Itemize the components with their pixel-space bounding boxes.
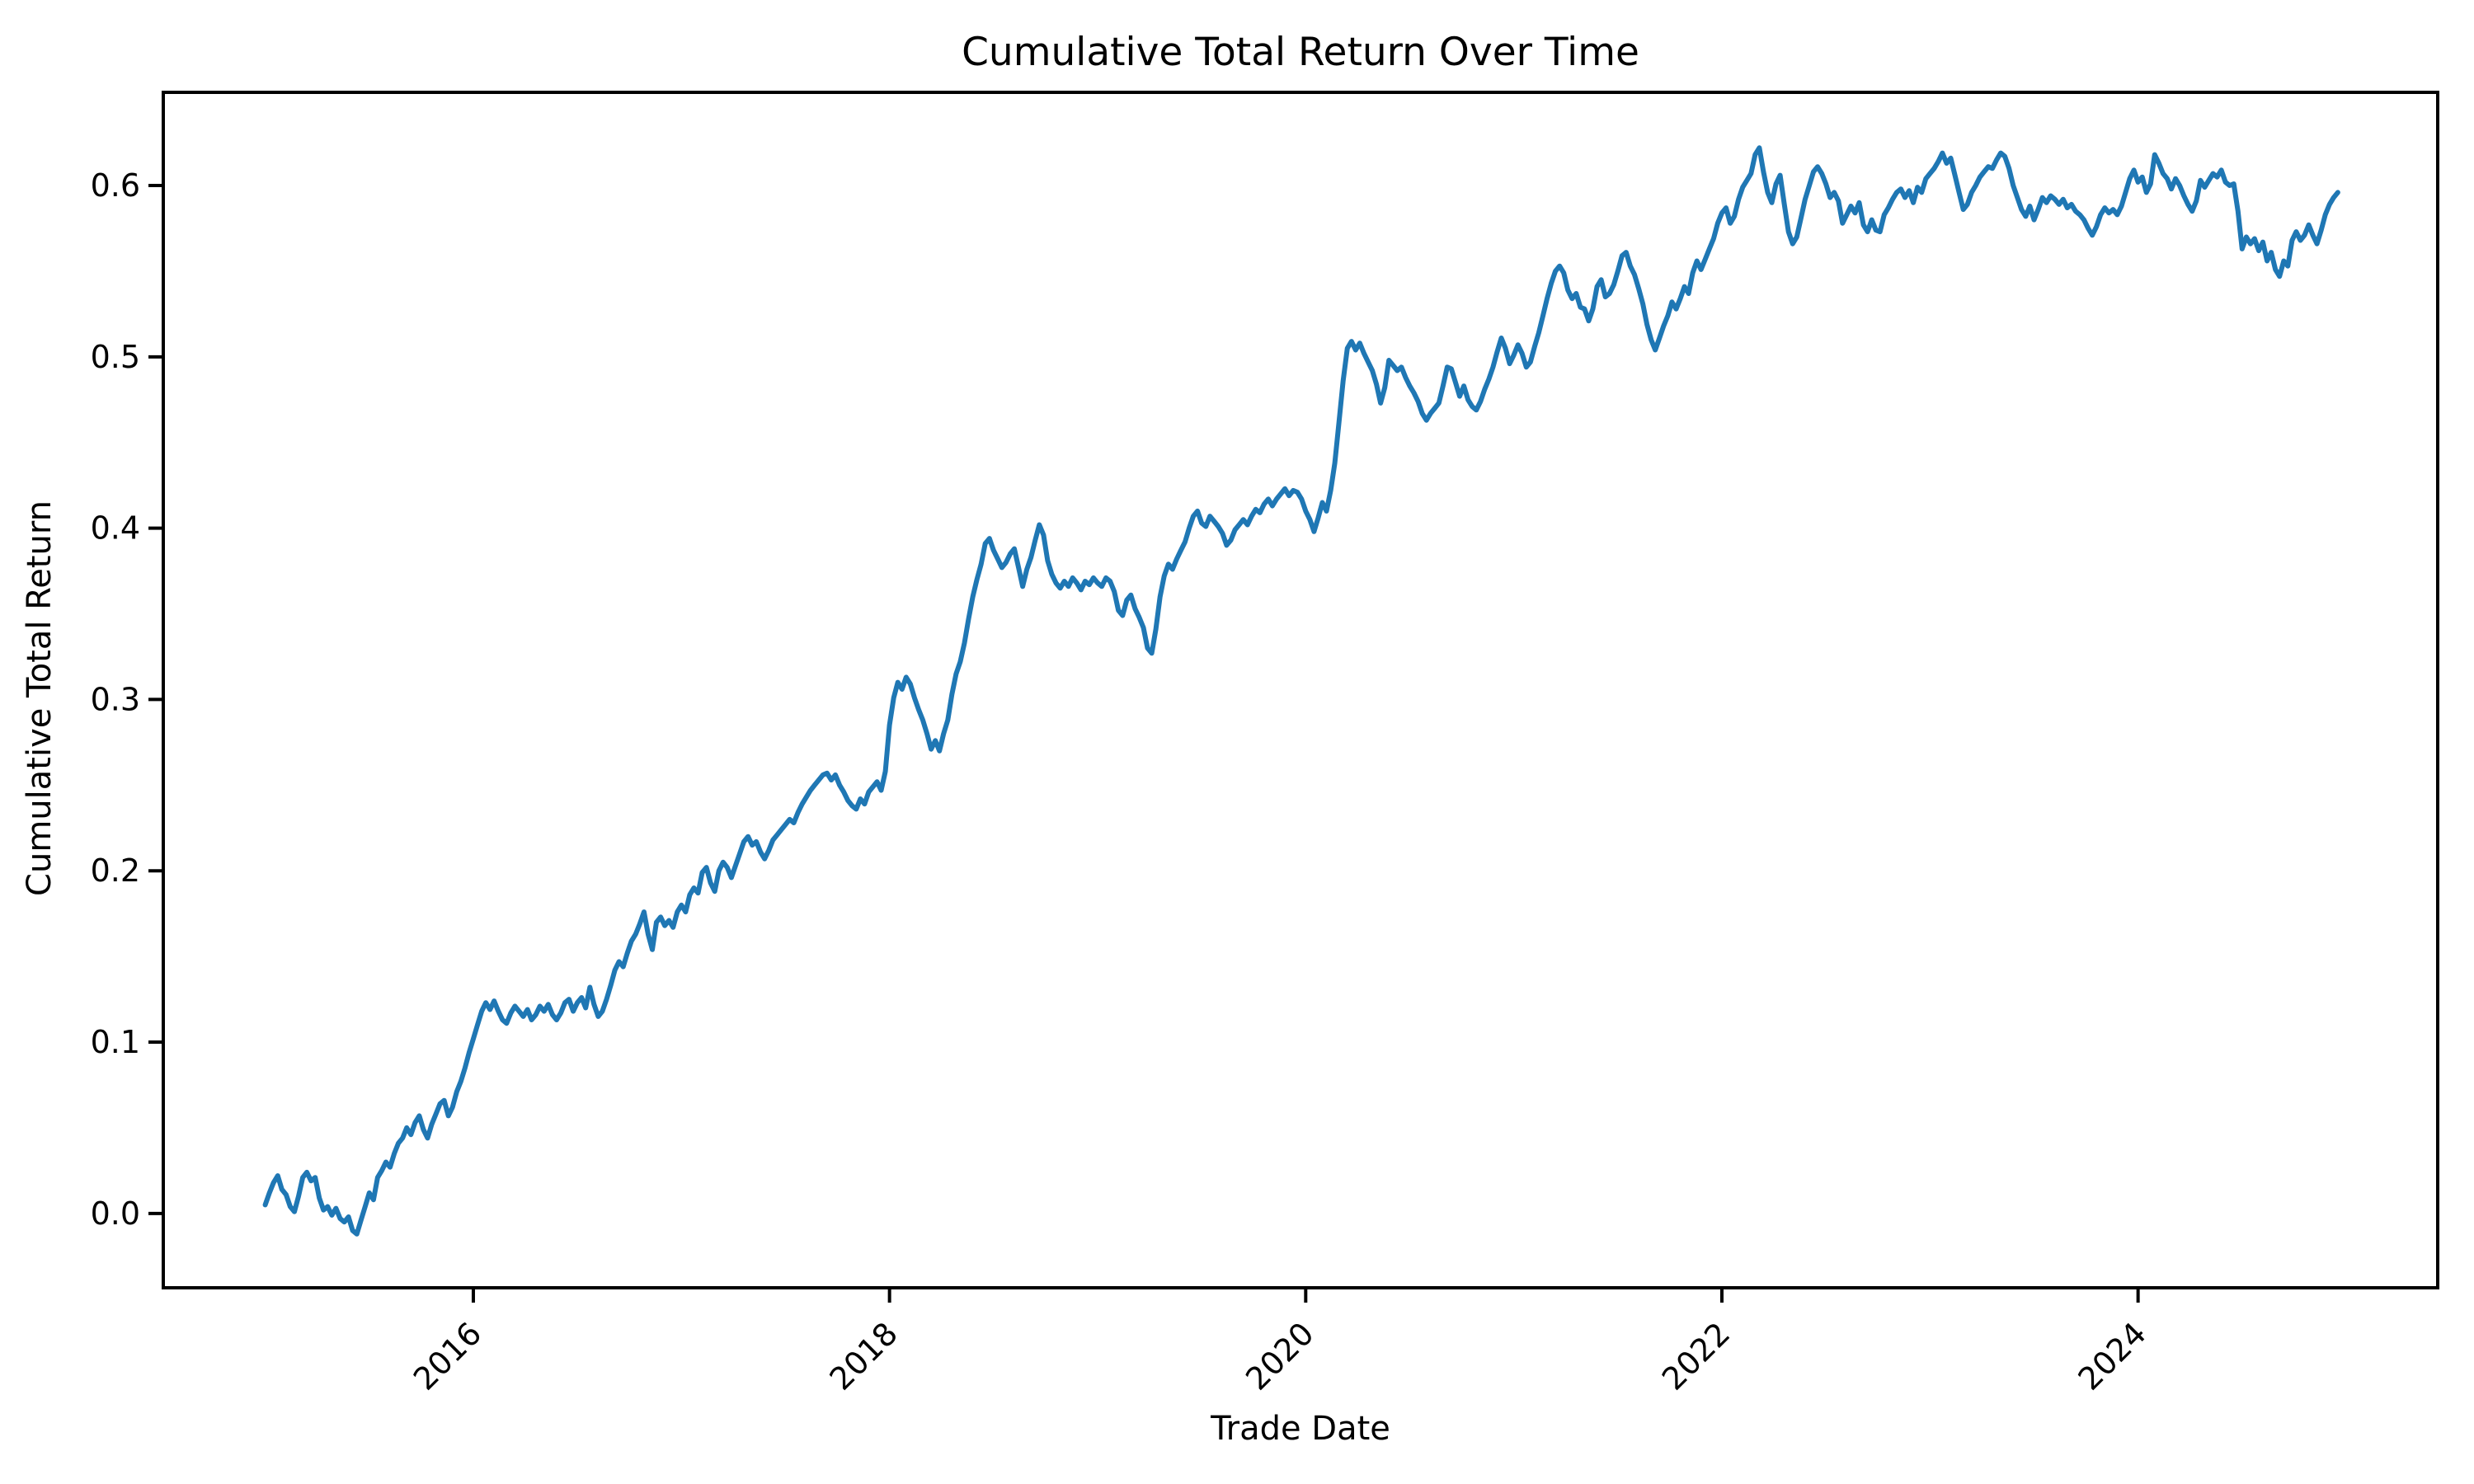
y-tick-label: 0.0 [91, 1195, 140, 1232]
x-tick-label: 2016 [407, 1315, 489, 1397]
return-series-line [262, 145, 2340, 1237]
x-tick-label: 2024 [2072, 1315, 2154, 1397]
y-axis-label: Cumulative Total Return [21, 500, 59, 896]
y-tick-label: 0.1 [91, 1024, 140, 1060]
x-tick-label: 2020 [1239, 1315, 1321, 1397]
plot-border [162, 91, 2439, 1289]
x-tick-label: 2022 [1655, 1315, 1738, 1397]
y-tick-label: 0.6 [91, 167, 140, 204]
chart-title: Cumulative Total Return Over Time [962, 30, 1639, 75]
y-tick-label: 0.2 [91, 852, 140, 889]
x-tick-label: 2018 [823, 1315, 905, 1397]
x-axis-label: Trade Date [1211, 1410, 1390, 1448]
y-tick-label: 0.5 [91, 339, 140, 375]
y-tick-label: 0.3 [91, 681, 140, 717]
y-tick-label: 0.4 [91, 510, 140, 547]
